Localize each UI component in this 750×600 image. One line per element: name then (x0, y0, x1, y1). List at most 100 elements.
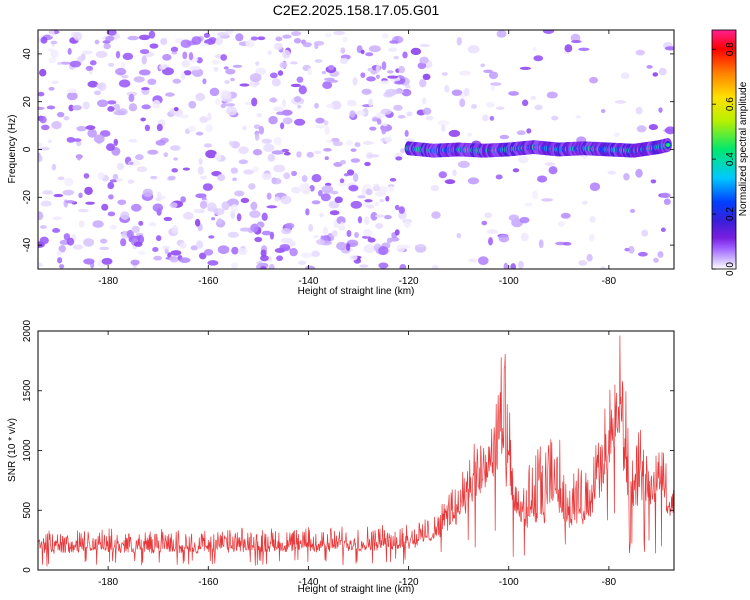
noise-cell (334, 196, 343, 204)
noise-cell (419, 43, 431, 48)
spectrogram-cells (38, 30, 674, 269)
noise-cell (131, 225, 140, 234)
noise-cell (346, 101, 357, 107)
noise-cell (199, 116, 208, 124)
noise-cell (39, 115, 47, 124)
noise-cell (207, 112, 212, 121)
noise-cell (589, 215, 596, 223)
noise-cell (635, 106, 643, 115)
noise-cell (213, 67, 219, 72)
noise-cell (578, 47, 590, 51)
noise-cell (92, 220, 104, 228)
snr-series-line (38, 335, 674, 567)
noise-cell (152, 203, 164, 213)
noise-cell (48, 86, 55, 91)
noise-cell (227, 231, 240, 238)
noise-cell (468, 258, 477, 263)
noise-cell (635, 49, 645, 56)
noise-cell (657, 251, 664, 258)
noise-cell (217, 245, 230, 255)
noise-cell (138, 69, 151, 76)
noise-cell (291, 186, 301, 194)
noise-cell (419, 56, 429, 64)
noise-cell (290, 83, 302, 88)
noise-cell (152, 99, 161, 109)
noise-cell (237, 247, 248, 256)
noise-cell (370, 70, 378, 75)
noise-cell (314, 59, 323, 63)
noise-cell (484, 212, 493, 219)
noise-cell (345, 140, 353, 146)
noise-cell (490, 85, 496, 91)
noise-cell (225, 103, 236, 107)
noise-cell (482, 114, 489, 122)
noise-cell (323, 147, 332, 152)
noise-cell (331, 230, 338, 237)
noise-cell (517, 260, 524, 269)
noise-cell (381, 33, 390, 39)
noise-cell (51, 121, 62, 130)
noise-cell (133, 241, 143, 247)
noise-cell (329, 210, 340, 216)
noise-cell (148, 30, 156, 39)
noise-cell (301, 175, 308, 183)
noise-cell (324, 33, 332, 38)
noise-cell (183, 70, 192, 76)
noise-cell (178, 114, 190, 119)
snr-y-label: SNR (10 * v/v) (7, 418, 18, 482)
noise-cell (130, 259, 140, 266)
x-tick-label: -160 (198, 276, 218, 287)
noise-cell (650, 179, 657, 184)
x-tick-label: -100 (499, 577, 519, 588)
noise-cell (66, 237, 75, 246)
noise-cell (581, 200, 588, 205)
noise-cell (457, 160, 470, 169)
noise-cell (208, 235, 215, 239)
noise-cell (69, 60, 82, 68)
noise-cell (140, 117, 146, 122)
noise-cell (99, 130, 111, 137)
noise-cell (232, 177, 238, 182)
noise-cell (321, 71, 327, 75)
noise-cell (50, 40, 58, 45)
noise-cell (269, 72, 278, 79)
noise-cell (190, 245, 199, 251)
noise-cell (139, 49, 150, 55)
noise-cell (165, 92, 175, 97)
noise-cell (386, 70, 394, 74)
noise-cell (355, 110, 366, 116)
noise-cell (586, 253, 593, 262)
noise-cell (105, 143, 116, 152)
noise-cell (163, 216, 173, 222)
noise-cell (109, 224, 117, 230)
noise-cell (115, 50, 121, 59)
noise-cell (422, 73, 431, 81)
noise-cell (116, 162, 125, 171)
noise-cell (155, 197, 162, 202)
noise-cell (430, 185, 440, 192)
noise-cell (294, 118, 306, 126)
noise-cell (226, 106, 238, 116)
noise-cell (557, 221, 565, 227)
noise-cell (488, 71, 499, 80)
noise-cell (663, 198, 671, 205)
noise-cell (89, 60, 97, 66)
noise-cell (82, 101, 90, 110)
noise-cell (180, 72, 186, 80)
noise-cell (452, 169, 457, 177)
noise-cell (337, 181, 347, 187)
noise-cell (228, 140, 235, 146)
noise-cell (315, 239, 325, 245)
snr-plot-area (38, 335, 674, 567)
noise-cell (268, 97, 278, 103)
noise-cell (489, 115, 495, 121)
noise-cell (112, 173, 119, 180)
noise-cell (148, 222, 157, 227)
noise-cell (171, 168, 178, 173)
noise-cell (180, 39, 192, 48)
noise-cell (354, 232, 359, 238)
spectrogram-y-label: Frequency (Hz) (7, 115, 18, 184)
spectrogram-x-label: Height of straight line (km) (298, 286, 415, 297)
x-tick-label: -160 (198, 577, 218, 588)
noise-cell (339, 159, 346, 165)
